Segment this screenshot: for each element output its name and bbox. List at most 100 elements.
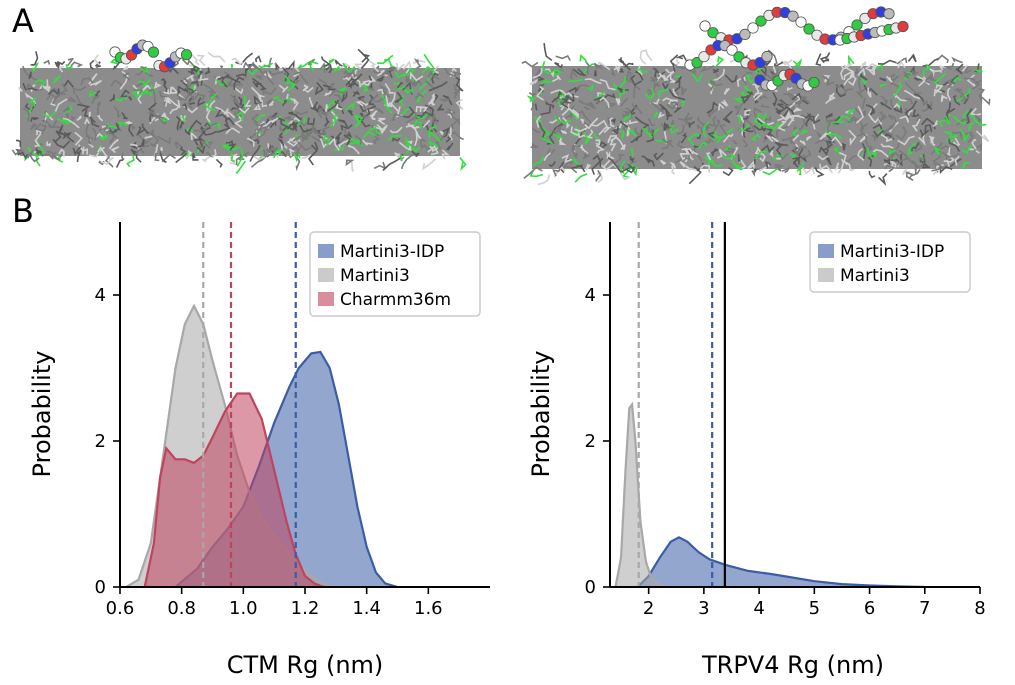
lipid-tail	[327, 82, 336, 91]
lipid-tail	[22, 65, 38, 82]
lipid-tail	[815, 53, 822, 67]
lipid-tail	[322, 84, 336, 91]
lipid-tail	[865, 145, 874, 153]
lipid-tail	[419, 106, 429, 113]
lipid-tail	[802, 166, 815, 175]
lipid-tail	[347, 69, 358, 79]
lipid-tail	[376, 124, 388, 131]
lipid-tail	[41, 153, 54, 160]
lipid-tail	[382, 157, 402, 171]
lipid-tail	[253, 95, 263, 106]
lipid-tail	[880, 143, 894, 149]
lipid-tail	[857, 67, 866, 77]
lipid-tail	[428, 130, 442, 143]
lipid-tail	[420, 137, 427, 149]
lipid-tail	[961, 64, 969, 72]
lipid-tail	[688, 120, 696, 128]
lipid-tail	[697, 140, 708, 150]
lipid-tail	[153, 114, 165, 125]
lipid-tail	[43, 79, 51, 89]
lipid-tail	[262, 70, 275, 86]
lipid-tail	[870, 116, 883, 125]
lipid-tail	[328, 137, 340, 151]
lipid-tail	[228, 143, 237, 151]
lipid-tail	[202, 83, 215, 98]
lipid-tail	[231, 96, 240, 105]
lipid-tail	[584, 117, 599, 130]
lipid-tail	[373, 125, 388, 135]
lipid-tail	[680, 85, 688, 97]
c1-density-areas	[125, 303, 398, 589]
lipid-tail	[867, 103, 878, 121]
lipid-tail	[579, 144, 589, 155]
lipid-tail	[845, 161, 855, 172]
lipid-tail	[767, 49, 778, 65]
lipid-tail	[121, 152, 125, 161]
lipid-tail	[825, 112, 834, 119]
lipid-tail	[956, 88, 971, 103]
lipid-tail	[630, 135, 640, 144]
c2-x-tick-label: 5	[809, 598, 820, 619]
lipid-tail	[789, 93, 802, 109]
lipid-tail	[584, 61, 591, 75]
lipid-tail	[607, 156, 622, 173]
lipid-tail	[439, 98, 450, 103]
lipid-tail	[973, 143, 983, 153]
lipid-tail	[837, 158, 845, 174]
lipid-tail	[278, 84, 289, 93]
chart-trpv4-rg: 2 3 4 5 6 7 8 0 2 4 TRPV4 Rg (nm) Probability Mar…	[527, 222, 986, 679]
lipid-tail	[322, 126, 330, 135]
lipid-tail	[860, 61, 867, 69]
lipid-tail	[85, 123, 90, 138]
lipid-tail	[295, 156, 301, 172]
lipid-tail	[180, 79, 196, 93]
lipid-tail	[633, 84, 641, 99]
lipid-tail	[978, 87, 986, 102]
lipid-tail	[343, 76, 352, 84]
lipid-tail	[531, 156, 545, 167]
lipid-tail	[737, 114, 741, 124]
lipid-tail	[113, 122, 120, 132]
lipid-tail	[448, 127, 453, 141]
lipid-tail	[324, 104, 329, 113]
c1-y-tick-label: 2	[95, 431, 106, 452]
lipid-tail	[360, 85, 370, 93]
lipid-tail	[123, 64, 129, 71]
lipid-tail	[88, 73, 98, 85]
lipid-tail	[658, 88, 670, 98]
lipid-tail	[579, 54, 588, 64]
lipid-tail	[459, 157, 467, 172]
lipid-tail	[343, 134, 352, 146]
lipid-tail	[844, 154, 861, 163]
lipid-tail	[922, 100, 928, 107]
lipid-tail	[84, 117, 90, 125]
c2-x-tick-label: 6	[864, 598, 875, 619]
lipid-tail	[914, 162, 925, 174]
lipid-tail	[255, 75, 263, 80]
lipid-tail	[952, 76, 963, 83]
lipid-tail	[904, 89, 921, 100]
lipid-tail	[799, 129, 809, 136]
lipid-tail	[775, 125, 789, 139]
lipid-tail	[753, 150, 768, 160]
lipid-tail	[269, 115, 279, 122]
lipid-tail	[307, 117, 316, 126]
c2-legend: Martini3-IDP Martini3	[809, 231, 971, 293]
lipid-tail	[43, 119, 55, 129]
lipid-tail	[710, 148, 720, 157]
lipid-tail	[415, 89, 427, 103]
lipid-tail	[732, 139, 738, 145]
lipid-tail	[442, 94, 453, 106]
lipid-tail	[293, 67, 303, 78]
lipid-tail	[552, 132, 563, 140]
lipid-tail	[139, 89, 152, 97]
lipid-tail	[51, 151, 60, 161]
lipid-tail	[367, 94, 375, 106]
lipid-tail	[781, 135, 795, 142]
lipid-tail	[919, 129, 930, 138]
lipid-tail	[586, 84, 594, 92]
lipid-tail	[347, 109, 354, 116]
lipid-tail	[833, 147, 842, 156]
lipid-tail	[197, 54, 206, 66]
lipid-tail	[260, 99, 268, 108]
